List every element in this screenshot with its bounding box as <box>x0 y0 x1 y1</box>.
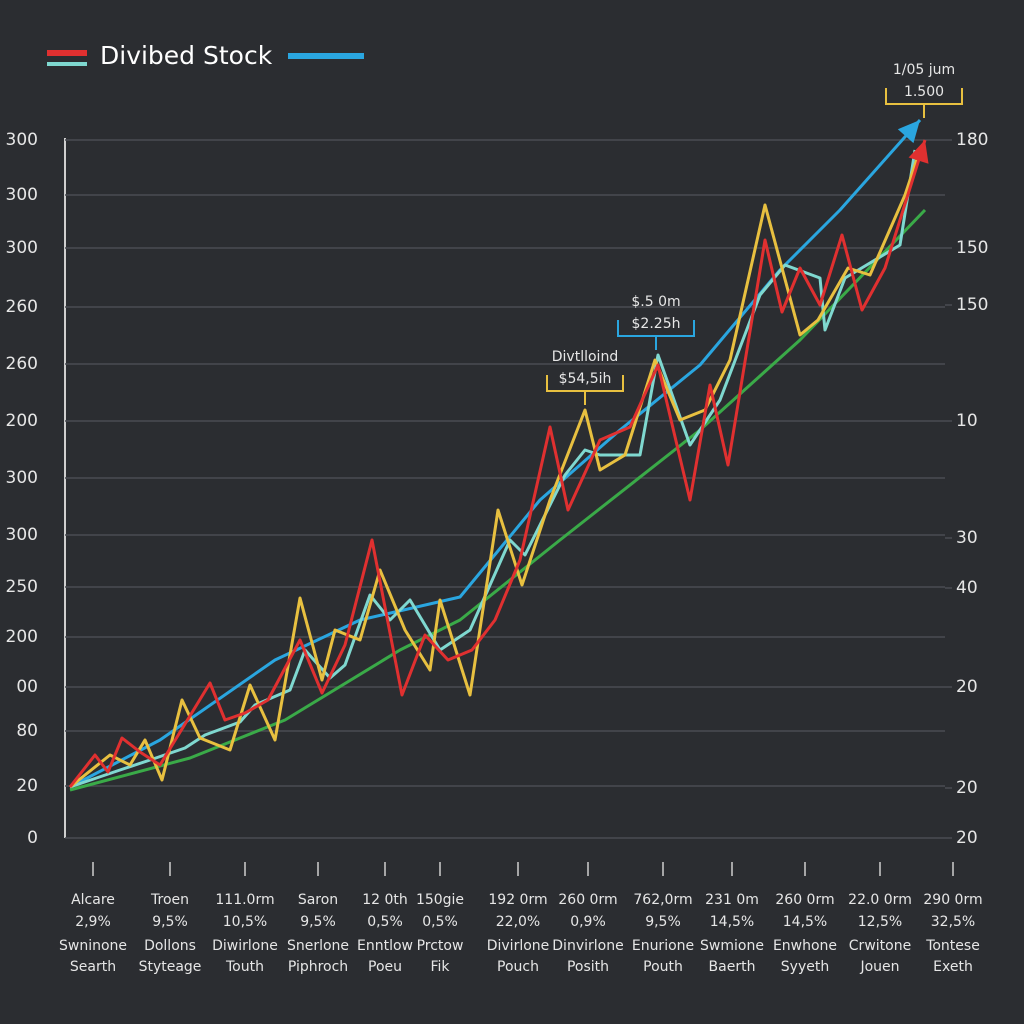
annotation-text: $54,5ih <box>559 371 612 387</box>
x-tick-label: Poeu <box>368 959 402 975</box>
y2-tick-label: 40 <box>956 578 978 598</box>
y2-tick-label: 150 <box>956 238 988 258</box>
x-tick-label: Baerth <box>709 959 756 975</box>
chart-title: Divibed Stock <box>100 41 273 70</box>
x-tick-label: Touth <box>225 959 264 975</box>
y2-tick-label: 180 <box>956 130 988 150</box>
x-tick-label: 14,5% <box>783 914 827 930</box>
x-tick-label: 2,9% <box>75 914 111 930</box>
x-tick-label: Snerlone <box>287 938 349 954</box>
y2-tick-label: 30 <box>956 528 978 548</box>
x-tick-label: 192 0rm <box>488 892 547 908</box>
x-tick-label: Dollons <box>144 938 196 954</box>
x-tick-label: 14,5% <box>710 914 754 930</box>
x-tick-label: 231 0m <box>705 892 759 908</box>
x-tick-label: 12,5% <box>858 914 902 930</box>
annotation-text: 1.500 <box>904 84 944 100</box>
y-tick-label: 20 <box>16 776 38 796</box>
x-tick-label: 150gie <box>416 892 464 908</box>
x-tick-label: 9,5% <box>152 914 188 930</box>
y-tick-label: 300 <box>6 130 38 150</box>
y-tick-label: 80 <box>16 721 38 741</box>
x-tick-label: Enwhone <box>773 938 837 954</box>
x-tick-label: 10,5% <box>223 914 267 930</box>
series-line <box>69 149 917 789</box>
y-tick-label: 300 <box>6 525 38 545</box>
x-tick-label: Alcare <box>71 892 115 908</box>
x-tick-label: 12 0th <box>362 892 408 908</box>
x-tick-label: 0,9% <box>570 914 606 930</box>
x-tick-label: Pouch <box>497 959 539 975</box>
y-tick-label: 260 <box>6 297 38 317</box>
x-tick-label: 260 0rm <box>558 892 617 908</box>
annotation-text: 1/05 jum <box>893 62 955 78</box>
annotation-text: $2.25h <box>632 316 681 332</box>
x-tick-label: Tontese <box>925 938 980 954</box>
x-tick-label: 260 0rm <box>775 892 834 908</box>
x-tick-label: 290 0rm <box>923 892 982 908</box>
y-tick-label: 200 <box>6 411 38 431</box>
x-tick-label: Styteage <box>139 959 202 975</box>
x-tick-label: 762,0rm <box>633 892 692 908</box>
y-tick-label: 300 <box>6 185 38 205</box>
x-tick-label: 9,5% <box>645 914 681 930</box>
y-tick-label: 250 <box>6 577 38 597</box>
legend-swatch <box>288 53 364 59</box>
y2-tick-label: 150 <box>956 295 988 315</box>
x-tick-label: Swninone <box>59 938 127 954</box>
x-tick-label: Divirlone <box>487 938 550 954</box>
x-tick-label: 22.0 0rm <box>848 892 912 908</box>
x-tick-label: 32,5% <box>931 914 975 930</box>
y-tick-label: 300 <box>6 468 38 488</box>
x-tick-label: Enntlow <box>357 938 413 954</box>
series-line <box>69 119 922 789</box>
x-tick-label: Pouth <box>643 959 683 975</box>
legend-swatch <box>47 62 87 66</box>
x-tick-label: Exeth <box>933 959 973 975</box>
y2-tick-label: 20 <box>956 778 978 798</box>
x-tick-label: 111.0rm <box>215 892 274 908</box>
y-tick-label: 0 <box>27 828 38 848</box>
x-tick-label: 0,5% <box>422 914 458 930</box>
y-tick-label: 260 <box>6 354 38 374</box>
arrow-head <box>897 120 920 144</box>
x-tick-label: Dinvirlone <box>552 938 623 954</box>
x-tick-label: Crwitone <box>849 938 911 954</box>
arrow-head <box>908 140 929 164</box>
x-tick-label: Searth <box>70 959 116 975</box>
x-tick-label: Swmione <box>700 938 764 954</box>
x-tick-label: Syyeth <box>781 959 829 975</box>
x-tick-label: Diwirlone <box>212 938 278 954</box>
y-tick-label: 300 <box>6 238 38 258</box>
annotation-text: Divtlloind <box>552 349 618 365</box>
x-tick-label: Piphroch <box>288 959 348 975</box>
x-tick-label: 9,5% <box>300 914 336 930</box>
y-tick-label: 200 <box>6 627 38 647</box>
y2-tick-label: 10 <box>956 411 978 431</box>
x-tick-label: Saron <box>298 892 338 908</box>
x-tick-label: 0,5% <box>367 914 403 930</box>
annotation-text: $.5 0m <box>631 294 680 310</box>
x-tick-label: 22,0% <box>496 914 540 930</box>
x-tick-label: Troen <box>150 892 189 908</box>
y-tick-label: 00 <box>16 677 38 697</box>
x-tick-label: Posith <box>567 959 609 975</box>
x-tick-label: Fik <box>430 959 450 975</box>
y2-tick-label: 20 <box>956 828 978 848</box>
x-tick-label: Prctow <box>417 938 464 954</box>
y2-tick-label: 20 <box>956 677 978 697</box>
x-tick-label: Enurione <box>632 938 694 954</box>
legend-swatch <box>47 50 87 56</box>
series-line <box>68 139 927 788</box>
series-line <box>69 149 922 789</box>
x-tick-label: Jouen <box>859 959 899 975</box>
